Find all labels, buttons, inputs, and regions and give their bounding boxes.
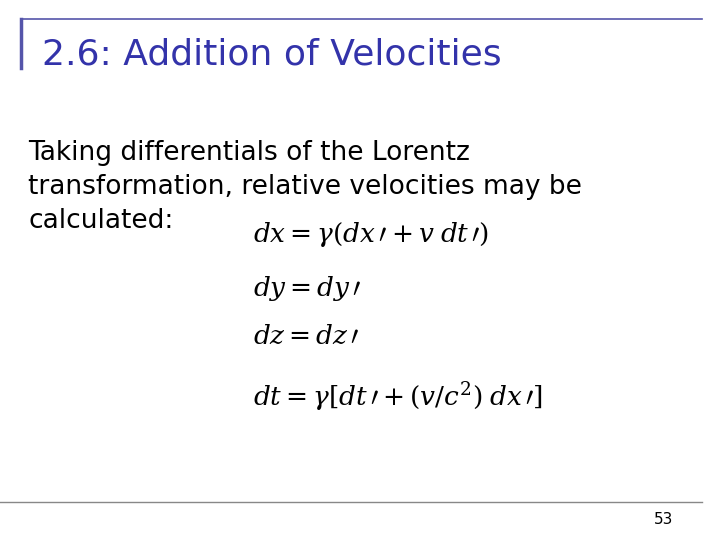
Text: $dt = \gamma[dt\,\prime + (v/c^2)\; dx\,\prime]$: $dt = \gamma[dt\,\prime + (v/c^2)\; dx\,…	[253, 380, 542, 414]
Text: Taking differentials of the Lorentz
transformation, relative velocities may be
c: Taking differentials of the Lorentz tran…	[28, 140, 582, 234]
Text: $dz = dz\,\prime$: $dz = dz\,\prime$	[253, 325, 359, 350]
Text: $dx = \gamma(dx\,\prime + v\; dt\,\prime)$: $dx = \gamma(dx\,\prime + v\; dt\,\prime…	[253, 220, 489, 249]
Text: $dy = dy\,\prime$: $dy = dy\,\prime$	[253, 274, 361, 303]
Text: 2.6: Addition of Velocities: 2.6: Addition of Velocities	[42, 38, 502, 72]
Text: 53: 53	[654, 511, 674, 526]
